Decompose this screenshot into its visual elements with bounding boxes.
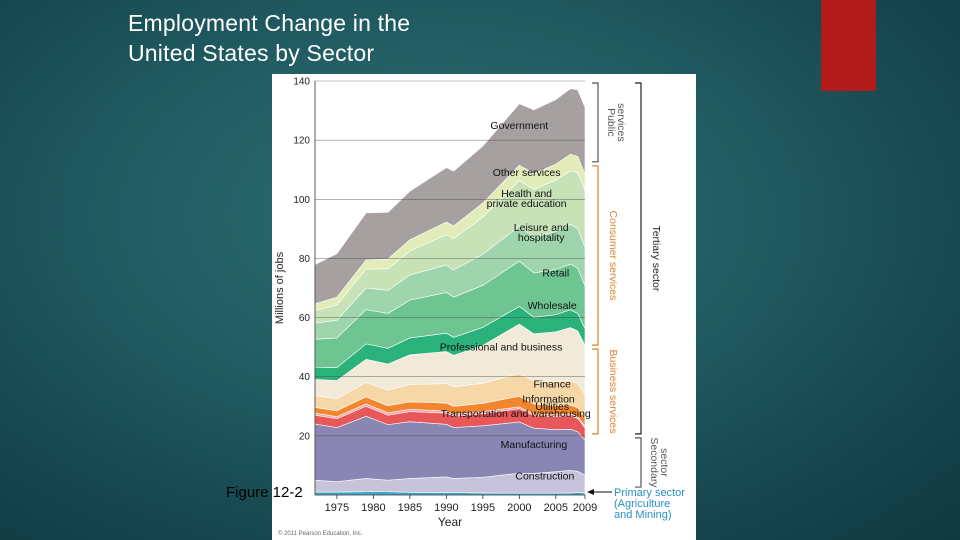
slide-title-line-2: United States by Sector	[128, 40, 375, 66]
bracket-label-0-0: Public	[605, 108, 617, 137]
y-tick-label-0: 20	[299, 431, 311, 442]
bracket-label-4-1: sector	[658, 448, 670, 477]
bracket-0	[592, 82, 599, 163]
bracket-label-2-0: Business services	[607, 349, 619, 433]
y-tick-label-1: 40	[299, 372, 311, 383]
series-area-13	[314, 88, 586, 305]
y-axis-label: Millions of jobs	[274, 251, 286, 324]
bracket-4	[635, 437, 642, 488]
bracket-3	[635, 82, 642, 435]
bracket-2	[592, 348, 599, 435]
employment-area-chart: 20 40 60 80 100 120 140 1975 1980 1985 1990 1995 200…	[274, 77, 685, 538]
primary-sector-label-0: Primary sector	[614, 487, 685, 499]
bracket-label-1-0: Consumer services	[607, 211, 619, 301]
bracket-label-3-0: Tertiary sector	[650, 225, 662, 291]
primary-sector-label-2: and Mining)	[614, 509, 671, 521]
bracket-1	[592, 165, 599, 346]
x-tick-label-4: 1995	[471, 502, 495, 514]
x-tick-label-2: 1985	[398, 502, 422, 514]
y-tick-label-4: 100	[293, 195, 310, 206]
x-tick-label-6: 2005	[544, 502, 568, 514]
figure-caption: Figure 12-2	[226, 484, 303, 501]
slide-title-line-1: Employment Change in the	[128, 10, 411, 36]
y-tick-label-2: 60	[299, 313, 311, 324]
slide-title: Employment Change in the United States b…	[128, 8, 548, 68]
primary-sector-label-1: (Agriculture	[614, 498, 670, 510]
y-tick-label-3: 80	[299, 254, 311, 265]
figure-panel: 20 40 60 80 100 120 140 1975 1980 1985 1990 1995 200…	[272, 74, 696, 540]
area-label-0: Government	[490, 120, 548, 132]
area-label-13: Manufacturing	[501, 439, 568, 451]
area-label-10: Information	[522, 393, 575, 405]
x-axis-label: Year	[438, 515, 462, 529]
bracket-label-0-1: services	[615, 103, 627, 142]
x-tick-label-3: 1990	[434, 502, 458, 514]
area-label-11: Utilities	[535, 401, 569, 413]
area-label-9: Finance	[533, 379, 571, 391]
area-label-2: Health and	[501, 188, 552, 200]
area-label-6: Retail	[542, 268, 569, 280]
area-label-8: Professional and business	[440, 342, 563, 354]
x-tick-label-7: 2009	[573, 502, 597, 514]
area-label-12: Transportation and warehousing	[441, 408, 591, 420]
primary-sector-arrow-head	[587, 489, 594, 496]
accent-bar	[821, 0, 876, 91]
area-label-1: Other services	[493, 167, 561, 179]
area-label-5: hospitality	[518, 232, 565, 244]
area-label-4: Leisure and	[514, 222, 569, 234]
area-label-3: private education	[487, 198, 567, 210]
copyright-note: © 2011 Pearson Education, Inc.	[278, 530, 363, 537]
bracket-label-4-0: Secondary	[648, 437, 660, 488]
y-tick-label-6: 140	[293, 77, 310, 88]
y-tick-label-5: 120	[293, 136, 310, 147]
area-label-7: Wholesale	[528, 300, 577, 312]
area-label-14: Construction	[515, 470, 574, 482]
x-tick-label-5: 2000	[507, 502, 531, 514]
x-tick-label-0: 1975	[325, 502, 349, 514]
x-tick-label-1: 1980	[361, 502, 385, 514]
